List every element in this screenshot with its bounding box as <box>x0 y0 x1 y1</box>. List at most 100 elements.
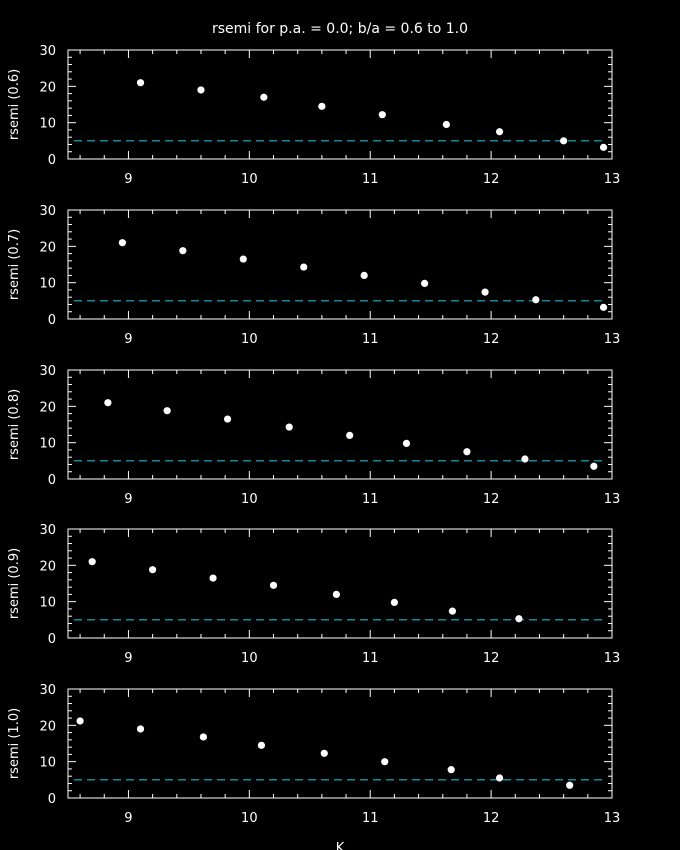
panel-1: 9 10 11 12 13 0 10 20 30 rsemi (0.6) <box>7 44 620 187</box>
data-point <box>402 439 411 447</box>
x-tick-label: 13 <box>604 651 621 666</box>
data-point <box>163 407 171 415</box>
y-tick-label: 20 <box>39 719 56 734</box>
x-tick-label: 10 <box>241 172 258 187</box>
data-point <box>88 558 96 566</box>
x-tick-label: 10 <box>241 811 258 826</box>
data-point <box>223 415 232 423</box>
y-axis-label: rsemi (0.6) <box>7 69 22 140</box>
x-tick-label: 10 <box>241 651 258 666</box>
data-point <box>199 733 207 741</box>
data-point <box>197 86 205 94</box>
panel-frame <box>67 369 613 480</box>
data-point <box>260 93 268 101</box>
x-tick-label: 12 <box>483 332 500 347</box>
x-tick-label: 11 <box>362 172 379 187</box>
y-tick-label: 20 <box>39 80 56 95</box>
x-tick-label: 10 <box>241 492 258 507</box>
y-tick-label: 10 <box>39 277 56 292</box>
x-tick-label: 12 <box>483 492 500 507</box>
x-tick-label: 11 <box>362 651 379 666</box>
data-point <box>390 598 398 606</box>
data-point <box>560 137 568 145</box>
x-tick-label: 12 <box>483 172 500 187</box>
y-tick-label: 30 <box>39 44 56 59</box>
data-point <box>239 255 247 263</box>
y-tick-label: 0 <box>48 313 56 328</box>
data-point <box>269 581 278 589</box>
x-tick-label: 10 <box>241 332 258 347</box>
y-tick-label: 0 <box>48 632 56 647</box>
data-point <box>285 423 293 431</box>
x-tick-label: 11 <box>362 811 379 826</box>
panel-4: 9 10 11 12 13 0 10 20 30 rsemi (0.9) <box>7 523 620 666</box>
panel-frame <box>67 49 613 160</box>
y-axis-label: rsemi (0.9) <box>7 548 22 619</box>
data-point <box>515 615 523 623</box>
data-point <box>136 725 145 733</box>
x-tick-label: 9 <box>124 811 132 826</box>
x-tick-label: 11 <box>362 492 379 507</box>
x-tick-label: 12 <box>483 651 500 666</box>
panel-frame <box>67 528 613 639</box>
data-point <box>481 288 489 296</box>
panels: 9 10 11 12 13 0 10 20 30 rsemi (0.6) 9 10 11 12 13 0 10 2… <box>7 44 620 826</box>
y-tick-label: 10 <box>39 596 56 611</box>
x-tick-label: 13 <box>604 332 621 347</box>
data-point <box>599 143 608 151</box>
x-tick-label: 11 <box>362 332 379 347</box>
data-point <box>300 263 308 271</box>
x-tick-label: 13 <box>604 492 621 507</box>
y-tick-label: 0 <box>48 153 56 168</box>
data-point <box>448 607 457 615</box>
data-point <box>521 455 529 463</box>
y-tick-label: 20 <box>39 240 56 255</box>
data-point <box>209 574 217 582</box>
y-tick-label: 0 <box>48 473 56 488</box>
y-axis-label: rsemi (0.8) <box>7 389 22 460</box>
y-tick-label: 30 <box>39 204 56 219</box>
x-tick-label: 9 <box>124 651 132 666</box>
panel-frame <box>67 688 613 799</box>
chart-title: rsemi for p.a. = 0.0; b/a = 0.6 to 1.0 <box>212 21 468 37</box>
data-point <box>76 717 84 725</box>
y-tick-label: 20 <box>39 400 56 415</box>
data-point <box>463 448 471 456</box>
data-point <box>421 279 429 287</box>
y-tick-label: 30 <box>39 523 56 538</box>
y-axis-label: rsemi (0.7) <box>7 229 22 300</box>
y-tick-label: 10 <box>39 437 56 452</box>
y-tick-label: 10 <box>39 756 56 771</box>
panel-3: 9 10 11 12 13 0 10 20 30 rsemi (0.8) <box>7 364 620 507</box>
data-point <box>442 120 450 129</box>
x-tick-label: 12 <box>483 811 500 826</box>
data-point <box>447 766 455 774</box>
data-point <box>566 781 574 789</box>
y-tick-label: 30 <box>39 683 56 698</box>
data-point <box>495 128 504 136</box>
data-point <box>318 102 326 110</box>
x-tick-label: 9 <box>124 332 132 347</box>
data-point <box>590 462 598 470</box>
x-tick-label: 9 <box>124 492 132 507</box>
y-axis-label: rsemi (1.0) <box>7 708 22 779</box>
y-tick-label: 0 <box>48 792 56 807</box>
data-point <box>381 758 389 766</box>
data-point <box>149 566 157 574</box>
data-point <box>532 296 540 304</box>
data-point <box>179 247 187 255</box>
x-tick-label: 9 <box>124 172 132 187</box>
y-tick-label: 20 <box>39 559 56 574</box>
data-point <box>320 749 328 757</box>
panel-5: 9 10 11 12 13 0 10 20 30 rsemi (1.0) <box>7 683 620 826</box>
data-point <box>360 271 368 279</box>
data-point <box>346 431 354 439</box>
data-point <box>378 111 386 119</box>
data-point <box>136 79 145 87</box>
y-tick-label: 10 <box>39 117 56 132</box>
data-point <box>118 239 126 247</box>
data-point <box>104 399 112 407</box>
x-tick-label: 13 <box>604 811 621 826</box>
panel-2: 9 10 11 12 13 0 10 20 30 rsemi (0.7) <box>7 204 620 347</box>
